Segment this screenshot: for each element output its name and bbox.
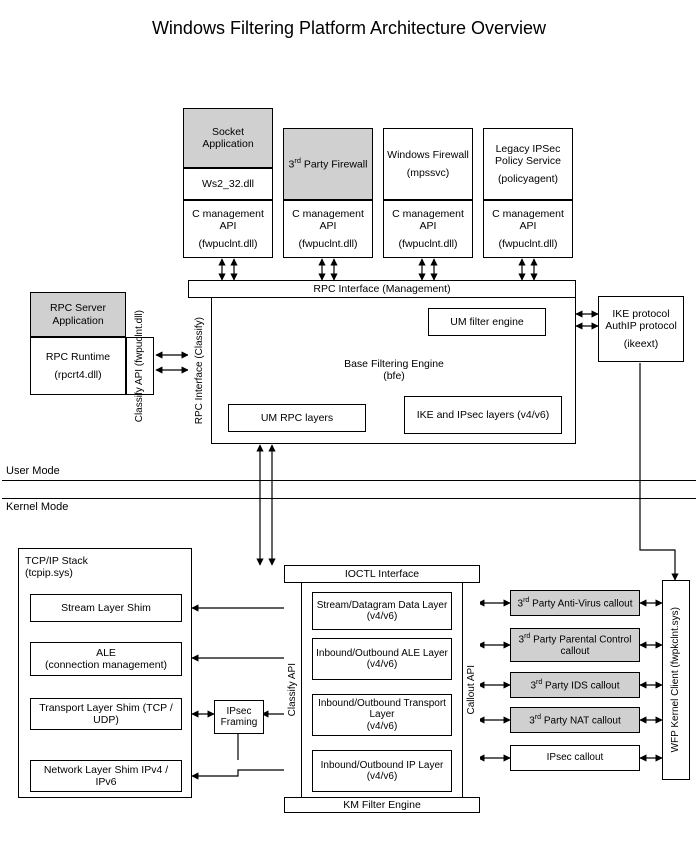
box-wfp-kernel-client: WFP Kernel Client (fwpkclnt.sys) bbox=[662, 580, 690, 780]
box-rpc-management: RPC Interface (Management) bbox=[188, 280, 576, 298]
box-km-stream: Stream/Datagram Data Layer (v4/v6) bbox=[312, 592, 452, 630]
label-ike-proto: IKE protocol AuthIP protocol bbox=[601, 308, 681, 332]
label-ioctl: IOCTL Interface bbox=[345, 568, 419, 580]
label-km-transport-sub: (v4/v6) bbox=[367, 721, 398, 733]
label-km-footer: KM Filter Engine bbox=[343, 799, 421, 811]
label-rpc-mgmt: RPC Interface (Management) bbox=[313, 283, 450, 295]
label-socket-app: Socket Application bbox=[186, 126, 270, 150]
box-ale: ALE (connection management) bbox=[30, 642, 182, 676]
box-callout-ipsec: IPsec callout bbox=[510, 745, 640, 771]
label-3p-fw: 3rd Party Firewall bbox=[289, 157, 368, 171]
box-c-api-2: C management API (fwpuclnt.dll) bbox=[283, 200, 373, 258]
box-callout-av: 3rd Party Anti-Virus callout bbox=[510, 590, 640, 616]
label-fwp2: (fwpuclnt.dll) bbox=[299, 238, 358, 250]
label-km-ip: Inbound/Outbound IP Layer bbox=[321, 760, 444, 772]
box-windows-firewall: Windows Firewall (mpssvc) bbox=[383, 128, 473, 200]
box-callout-ids: 3rd Party IDS callout bbox=[510, 672, 640, 698]
label-um-filter: UM filter engine bbox=[450, 316, 524, 328]
label-capi1: C management API bbox=[186, 208, 270, 232]
label-classify-api-dll: Classify API (fwpuclnt.dll) bbox=[134, 310, 146, 422]
box-c-api-4: C management API (fwpuclnt.dll) bbox=[483, 200, 573, 258]
label-um-rpc: UM RPC layers bbox=[261, 412, 333, 424]
label-fwp1: (fwpuclnt.dll) bbox=[199, 238, 258, 250]
box-km-footer: KM Filter Engine bbox=[284, 797, 480, 813]
label-capi3: C management API bbox=[386, 208, 470, 232]
label-co-ipsec: IPsec callout bbox=[547, 752, 604, 764]
label-network-shim: Network Layer Shim IPv4 / IPv6 bbox=[33, 764, 179, 788]
box-ipsec-framing: IPsec Framing bbox=[214, 700, 264, 734]
label-km-ale: Inbound/Outbound ALE Layer bbox=[316, 648, 448, 660]
label-km-stream-sub: (v4/v6) bbox=[367, 611, 398, 623]
label-kernel-mode: Kernel Mode bbox=[6, 501, 68, 513]
box-network-shim: Network Layer Shim IPv4 / IPv6 bbox=[30, 760, 182, 792]
label-co-av: 3rd Party Anti-Virus callout bbox=[518, 597, 633, 610]
label-ipsec-framing: IPsec Framing bbox=[217, 706, 261, 729]
label-tcpip-header: TCP/IP Stack (tcpip.sys) bbox=[25, 555, 185, 579]
divider-user bbox=[2, 480, 696, 481]
label-fwp4: (fwpuclnt.dll) bbox=[499, 238, 558, 250]
box-c-api-3: C management API (fwpuclnt.dll) bbox=[383, 200, 473, 258]
box-ioctl: IOCTL Interface bbox=[284, 565, 480, 583]
label-ale: ALE bbox=[96, 647, 116, 659]
box-callout-parental: 3rd Party Parental Control callout bbox=[510, 628, 640, 662]
label-ike-ipsec: IKE and IPsec layers (v4/v6) bbox=[417, 409, 549, 421]
box-km-ale: Inbound/Outbound ALE Layer (v4/v6) bbox=[312, 638, 452, 680]
box-um-rpc-layers: UM RPC layers bbox=[228, 404, 366, 432]
label-km-classify: Classify API bbox=[287, 663, 299, 716]
label-ikeext: (ikeext) bbox=[624, 338, 658, 350]
box-ike-ipsec-layers: IKE and IPsec layers (v4/v6) bbox=[404, 396, 562, 434]
label-ale-sub: (connection management) bbox=[45, 659, 167, 671]
box-rpc-server-app: RPC Server Application bbox=[30, 292, 126, 337]
diagram-canvas: Windows Filtering Platform Architecture … bbox=[0, 0, 698, 855]
label-km-callout: Callout API bbox=[466, 665, 478, 714]
label-capi2: C management API bbox=[286, 208, 370, 232]
box-ws2-32: Ws2_32.dll bbox=[183, 168, 273, 200]
label-capi4: C management API bbox=[486, 208, 570, 232]
label-km-ale-sub: (v4/v6) bbox=[367, 659, 398, 671]
box-km-callout: Callout API bbox=[462, 583, 480, 797]
box-um-filter-engine: UM filter engine bbox=[428, 308, 546, 336]
label-wfp-client: WFP Kernel Client (fwpkclnt.sys) bbox=[670, 607, 682, 752]
label-rpcrt4: (rpcrt4.dll) bbox=[54, 369, 101, 381]
label-km-transport: Inbound/Outbound Transport Layer bbox=[315, 698, 449, 721]
label-rpc-classify: RPC Interface (Classify) bbox=[194, 317, 206, 424]
box-c-api-1: C management API (fwpuclnt.dll) bbox=[183, 200, 273, 258]
label-ws2: Ws2_32.dll bbox=[202, 178, 254, 190]
box-km-classify: Classify API bbox=[284, 583, 302, 797]
page-title: Windows Filtering Platform Architecture … bbox=[0, 18, 698, 39]
label-winfw: Windows Firewall bbox=[387, 149, 469, 161]
divider-kernel bbox=[2, 498, 696, 499]
label-rpc-runtime: RPC Runtime bbox=[46, 351, 110, 363]
label-km-stream: Stream/Datagram Data Layer bbox=[317, 600, 448, 612]
label-rpc-app: RPC Server Application bbox=[33, 302, 123, 326]
box-rpc-classify: RPC Interface (Classify) bbox=[188, 298, 212, 444]
label-user-mode: User Mode bbox=[6, 465, 60, 477]
label-bfe-main: Base Filtering Engine (bfe) bbox=[212, 358, 576, 382]
box-callout-nat: 3rd Party NAT callout bbox=[510, 707, 640, 733]
label-co-ids: 3rd Party IDS callout bbox=[530, 679, 619, 692]
box-rpc-runtime: RPC Runtime (rpcrt4.dll) bbox=[30, 337, 126, 395]
box-ikeext: IKE protocol AuthIP protocol (ikeext) bbox=[598, 296, 684, 362]
label-stream-shim: Stream Layer Shim bbox=[61, 602, 151, 614]
label-transport-shim: Transport Layer Shim (TCP / UDP) bbox=[33, 702, 179, 726]
label-mpssvc: (mpssvc) bbox=[407, 167, 450, 179]
box-socket-application: Socket Application bbox=[183, 108, 273, 168]
box-third-party-firewall: 3rd Party Firewall bbox=[283, 128, 373, 200]
box-stream-shim: Stream Layer Shim bbox=[30, 594, 182, 622]
box-classify-api-dll: Classify API (fwpuclnt.dll) bbox=[126, 337, 154, 395]
box-km-transport: Inbound/Outbound Transport Layer (v4/v6) bbox=[312, 694, 452, 736]
box-km-ip: Inbound/Outbound IP Layer (v4/v6) bbox=[312, 750, 452, 792]
label-legacy: Legacy IPSec Policy Service bbox=[486, 143, 570, 167]
label-fwp3: (fwpuclnt.dll) bbox=[399, 238, 458, 250]
box-legacy-ipsec: Legacy IPSec Policy Service (policyagent… bbox=[483, 128, 573, 200]
label-co-nat: 3rd Party NAT callout bbox=[529, 714, 620, 727]
label-policyagent: (policyagent) bbox=[498, 173, 558, 185]
box-transport-shim: Transport Layer Shim (TCP / UDP) bbox=[30, 698, 182, 730]
label-co-parental: 3rd Party Parental Control callout bbox=[513, 633, 637, 657]
label-km-ip-sub: (v4/v6) bbox=[367, 771, 398, 783]
